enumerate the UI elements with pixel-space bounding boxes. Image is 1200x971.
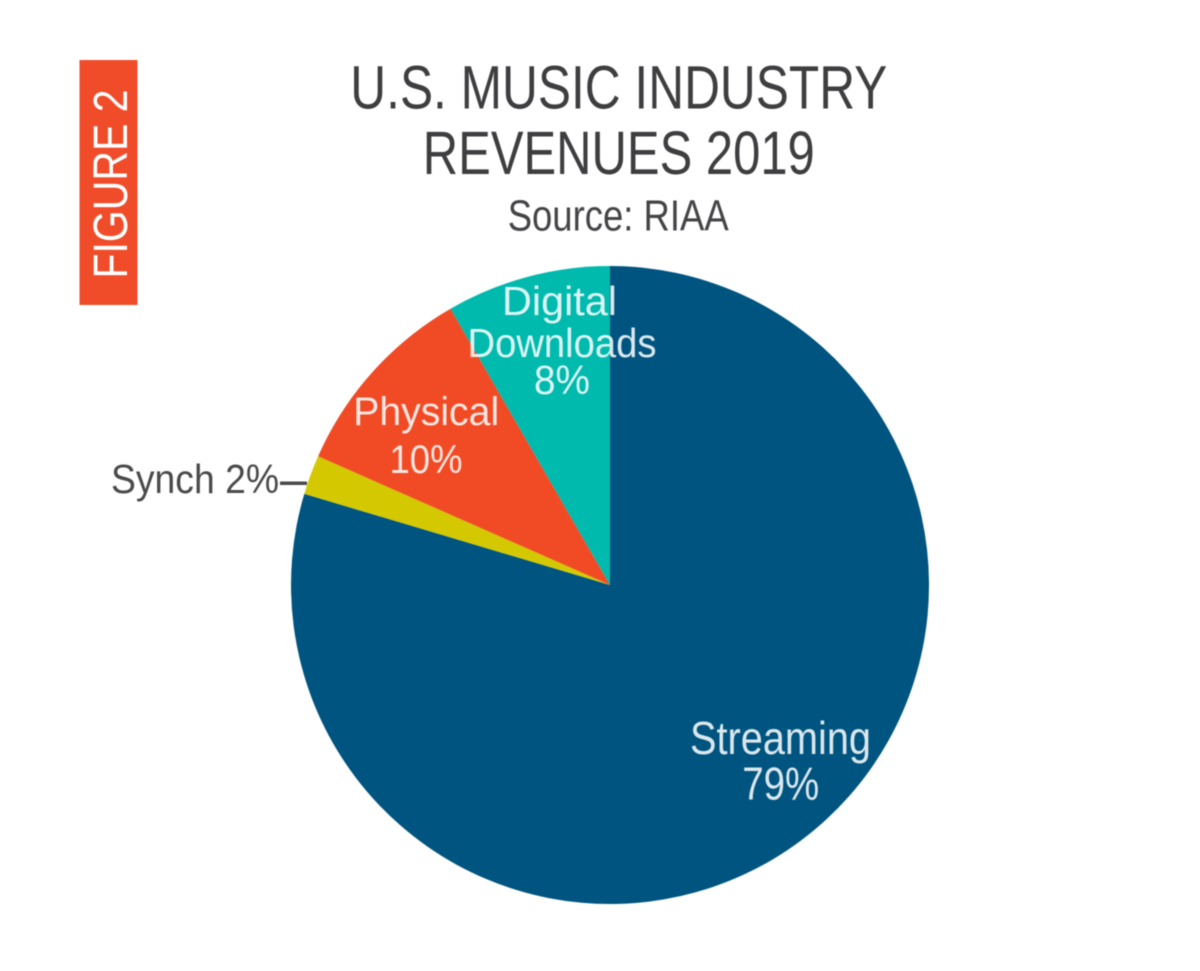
svg-text:Synch 2%: Synch 2% [111,456,279,502]
svg-text:REVENUES 2019: REVENUES 2019 [423,119,815,187]
svg-text:8%: 8% [534,357,590,403]
svg-text:Downloads: Downloads [468,320,657,366]
svg-text:FIGURE 2: FIGURE 2 [85,90,138,279]
svg-text:Digital: Digital [502,278,617,324]
svg-text:Source: RIAA: Source: RIAA [508,191,730,240]
svg-text:79%: 79% [742,758,819,810]
svg-text:Physical: Physical [353,390,499,434]
svg-text:Streaming: Streaming [690,712,871,764]
svg-text:U.S. MUSIC INDUSTRY: U.S. MUSIC INDUSTRY [350,54,887,122]
svg-text:10%: 10% [390,438,463,482]
